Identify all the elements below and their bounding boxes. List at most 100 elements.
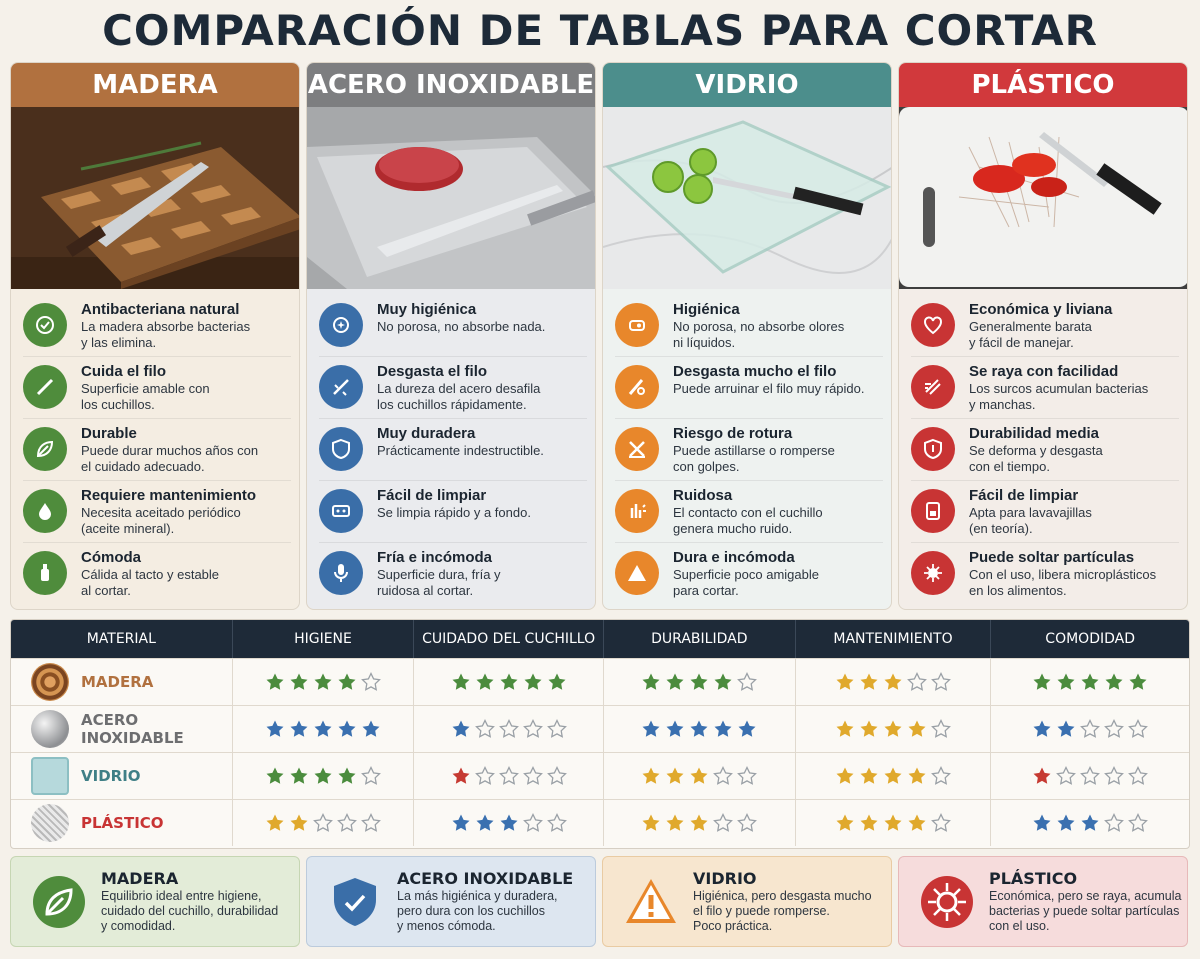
star-filled-icon [1105, 673, 1123, 690]
rating-stars [1032, 719, 1149, 739]
page-title: COMPARACIÓN DE TABLAS PARA CORTAR [102, 6, 1098, 55]
material-name: ACERO INOXIDABLE [81, 711, 184, 747]
knife-icon [23, 365, 67, 409]
steel-board-photo [307, 107, 595, 289]
star-filled-icon [884, 814, 902, 831]
steel-material-icon [31, 710, 69, 748]
star-empty-icon [313, 813, 333, 832]
rating-stars [451, 813, 567, 833]
rating-stars [265, 813, 381, 833]
star-empty-icon [737, 766, 758, 785]
list-item: Desgasta mucho el filo Puede arruinar el … [615, 357, 883, 419]
star-filled-icon [690, 720, 708, 737]
clean-icon [615, 303, 659, 347]
column-plastico: PLÁSTICO Económica y liviana Generalmente… [898, 62, 1188, 610]
list-item: Fácil de limpiar Apta para lavavajillas (e… [911, 481, 1179, 543]
rating-stars [641, 766, 758, 786]
star-filled-icon [836, 720, 854, 737]
star-filled-icon [1033, 673, 1051, 690]
star-filled-icon [1057, 673, 1075, 690]
rating-stars [641, 672, 758, 692]
header-cell: CUIDADO DEL CUCHILLO [414, 620, 604, 658]
table-row: PLÁSTICO [11, 799, 1189, 846]
sponge-icon [319, 489, 363, 533]
star-filled-icon [836, 673, 854, 690]
noise-icon [615, 489, 659, 533]
star-filled-icon [1033, 814, 1051, 831]
star-filled-icon [548, 673, 566, 690]
star-empty-icon [474, 766, 495, 785]
star-filled-icon [362, 720, 380, 737]
star-filled-icon [666, 767, 684, 784]
star-filled-icon [738, 720, 756, 737]
star-filled-icon [338, 720, 356, 737]
rating-stars [835, 672, 951, 692]
star-filled-icon [666, 814, 684, 831]
rating-stars [265, 766, 381, 786]
star-filled-icon [452, 720, 470, 737]
star-filled-icon [836, 814, 854, 831]
germ-icon [919, 874, 975, 930]
table-row: ACERO INOXIDABLE [11, 705, 1189, 752]
summary-plastico: PLÁSTICO Económica, pero se raya, acumula… [898, 856, 1188, 947]
shield-icon [327, 874, 383, 930]
star-empty-icon [474, 719, 495, 738]
star-empty-icon [713, 813, 734, 832]
star-filled-icon [500, 673, 518, 690]
star-filled-icon [1057, 814, 1075, 831]
star-filled-icon [314, 673, 332, 690]
star-filled-icon [1129, 673, 1147, 690]
list-item: Antibacteriana natural La madera absorbe … [23, 295, 291, 357]
star-filled-icon [452, 673, 470, 690]
rating-stars [641, 719, 757, 739]
rating-stars [1032, 766, 1149, 786]
star-filled-icon [1033, 720, 1051, 737]
list-item: Riesgo de rotura Puede astillarse o rompe… [615, 419, 883, 481]
table-row: MADERA [11, 658, 1189, 705]
star-empty-icon [1080, 719, 1101, 738]
star-empty-icon [1128, 813, 1149, 832]
star-empty-icon [931, 672, 951, 691]
rating-stars [835, 813, 951, 833]
list-item: Higiénica No porosa, no absorbe olores ni … [615, 295, 883, 357]
star-filled-icon [476, 814, 494, 831]
star-empty-icon [713, 766, 734, 785]
star-empty-icon [931, 719, 951, 738]
star-filled-icon [314, 720, 332, 737]
star-filled-icon [266, 720, 284, 737]
star-empty-icon [361, 813, 381, 832]
star-filled-icon [1081, 673, 1099, 690]
header-cell: DURABILIDAD [604, 620, 796, 658]
list-item: Ruidosa El contacto con el cuchillo genera… [615, 481, 883, 543]
star-filled-icon [690, 673, 708, 690]
star-filled-icon [1033, 767, 1051, 784]
heart-icon [911, 303, 955, 347]
star-filled-icon [266, 814, 284, 831]
star-empty-icon [361, 766, 381, 785]
rating-stars [641, 813, 758, 833]
list-item: Fría e incómoda Superficie dura, fría y ru… [319, 543, 587, 605]
star-filled-icon [642, 814, 660, 831]
wood-board-photo [11, 107, 299, 289]
table-row: VIDRIO [11, 752, 1189, 799]
star-filled-icon [666, 673, 684, 690]
star-empty-icon [737, 672, 758, 691]
rating-stars [835, 719, 951, 739]
column-madera: MADERA Antibacteriana n [10, 62, 300, 610]
rating-stars [451, 672, 567, 692]
summary-acero: ACERO INOXIDABLE La más higiénica y durad… [306, 856, 596, 947]
star-empty-icon [546, 719, 567, 738]
star-filled-icon [1081, 814, 1099, 831]
star-empty-icon [1128, 719, 1149, 738]
dishwasher-icon [911, 489, 955, 533]
star-filled-icon [714, 720, 732, 737]
star-empty-icon [498, 719, 519, 738]
shield-check-icon [23, 303, 67, 347]
star-filled-icon [338, 673, 356, 690]
star-filled-icon [860, 673, 878, 690]
list-item: Fácil de limpiar Se limpia rápido y a fon… [319, 481, 587, 543]
list-item: Puede soltar partículas Con el uso, liber… [911, 543, 1179, 605]
rating-stars [835, 766, 951, 786]
star-filled-icon [860, 814, 878, 831]
star-empty-icon [1104, 719, 1125, 738]
